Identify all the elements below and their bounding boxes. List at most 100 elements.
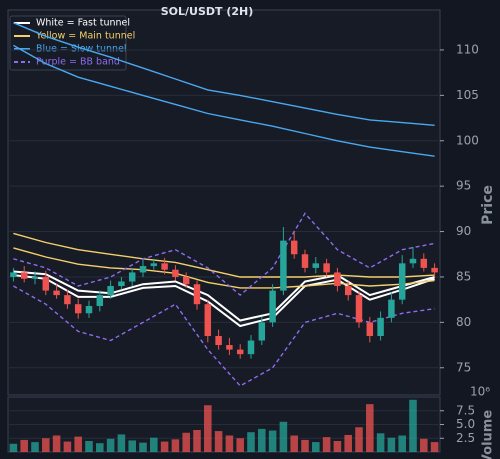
volume-bar: [268, 430, 277, 452]
candle-body: [139, 266, 147, 273]
y-tick-label: 110: [456, 42, 479, 56]
volume-bar: [290, 435, 298, 452]
candle-body: [344, 286, 352, 296]
y-tick-label: 100: [456, 133, 479, 147]
legend-label: Yellow = Main tunnel: [35, 31, 135, 42]
candle-body: [323, 263, 330, 273]
volume-bar: [182, 432, 190, 452]
volume-bar: [204, 405, 212, 452]
candle-body: [107, 286, 114, 296]
y-tick-label: 90: [456, 224, 471, 238]
candle-body: [409, 258, 417, 264]
volume-bar: [247, 432, 255, 452]
volume-bar: [20, 439, 28, 452]
candle-body: [312, 263, 320, 268]
volume-bar: [96, 443, 104, 452]
volume-tick-label: 5.0: [456, 417, 475, 431]
candle-body: [182, 276, 190, 285]
overlay-line: [13, 232, 435, 278]
volume-bar: [42, 438, 50, 452]
volume-bar: [376, 433, 385, 452]
candle-body: [53, 290, 60, 296]
volume-bar: [128, 440, 136, 452]
volume-bar: [63, 441, 72, 452]
candle-body: [215, 335, 222, 346]
volume-bar: [171, 439, 180, 452]
candle-body: [366, 322, 374, 336]
chart-title: SOL/USDT (2H): [161, 5, 254, 18]
overlay-line: [13, 44, 435, 157]
volume-bar: [420, 438, 428, 452]
legend: White = Fast tunnel Yellow = Main tunnel B…: [9, 15, 135, 71]
volume-tick-label: 7.5: [456, 403, 475, 417]
legend-label: Purple = BB band: [36, 57, 120, 68]
overlay-line: [13, 270, 435, 322]
candle-body: [10, 272, 17, 277]
volume-bar: [355, 427, 363, 452]
candle-body: [290, 240, 298, 255]
volume-bar: [150, 437, 158, 452]
overlay-line: [13, 212, 435, 297]
candle-body: [420, 258, 428, 268]
volume-bar: [312, 442, 320, 452]
candle-body: [355, 295, 363, 323]
volume-bar: [31, 442, 39, 452]
volume-bar: [160, 441, 169, 452]
y-tick-label: 95: [456, 179, 471, 193]
candle-body: [301, 254, 309, 268]
volume-bar: [322, 437, 331, 452]
candle-body: [161, 263, 168, 270]
legend-box: [9, 15, 127, 71]
volume-bar: [74, 436, 82, 452]
candle-body: [236, 349, 244, 355]
candle-body: [42, 276, 50, 291]
y-tick-label: 75: [456, 360, 471, 374]
volume-bar: [398, 435, 406, 452]
candle-body: [377, 317, 384, 336]
volume-bar: [225, 435, 234, 452]
overlay-line: [13, 274, 435, 328]
volume-bar: [52, 435, 61, 452]
volume-tick-label: 2.5: [456, 431, 475, 445]
candle-body: [398, 263, 406, 300]
volume-bar: [193, 430, 201, 452]
y-tick-label: 105: [456, 88, 479, 102]
volume-bar: [430, 442, 439, 452]
candle-body: [226, 345, 233, 350]
candle-body: [85, 306, 93, 314]
volume-bar: [366, 404, 374, 452]
volume-bar: [85, 441, 93, 452]
candle-body: [74, 304, 82, 314]
y-tick-label: 85: [456, 269, 471, 283]
volume-bar: [106, 438, 115, 452]
candle-body: [96, 295, 104, 307]
legend-label: White = Fast tunnel: [36, 18, 130, 29]
volume-bar: [344, 434, 352, 452]
candle-body: [172, 269, 179, 277]
volume-bar: [214, 431, 223, 452]
candle-body: [269, 290, 276, 323]
overlay-line: [13, 285, 435, 387]
candle-body: [128, 272, 136, 282]
candle-body: [334, 272, 341, 287]
candle-body: [280, 240, 287, 291]
candle-body: [388, 299, 395, 318]
candle-body: [118, 281, 125, 287]
candle-body: [20, 272, 28, 279]
candle-body: [258, 322, 266, 341]
candle-body: [431, 267, 438, 273]
legend-label: Blue = Slow tunnel: [36, 44, 127, 55]
volume-bar: [333, 441, 342, 452]
overlay-line: [13, 22, 435, 126]
volume-bar: [9, 443, 18, 452]
candle-body: [193, 284, 201, 305]
volume-exponent: 10⁶: [470, 385, 490, 399]
candle-body: [64, 295, 71, 305]
y-axis-label: Price: [480, 185, 496, 225]
overlay-line: [13, 247, 435, 289]
volume-bar: [139, 442, 147, 452]
volume-axis-label: Volume: [481, 410, 496, 459]
volume-bar: [279, 421, 288, 452]
volume-bar: [117, 434, 126, 452]
